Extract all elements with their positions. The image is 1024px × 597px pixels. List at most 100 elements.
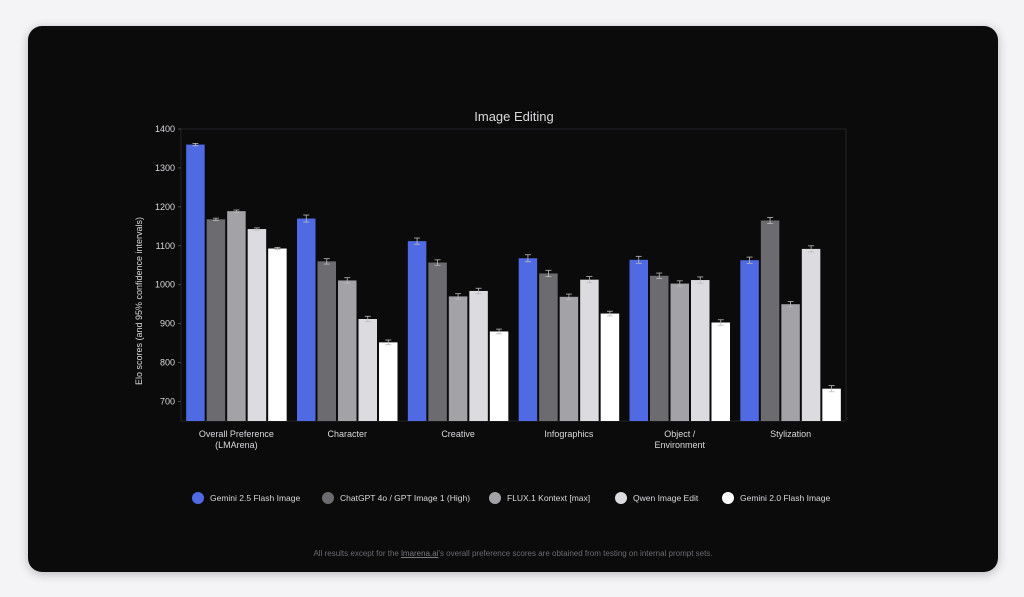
bar (297, 218, 316, 421)
error-bar (192, 143, 199, 147)
bar (469, 290, 488, 421)
y-tick-label: 900 (160, 319, 175, 329)
error-bar (253, 227, 260, 231)
legend-label: FLUX.1 Kontext [max] (507, 493, 590, 503)
presentation-slide: Image Editing Elo scores (and 95% confid… (28, 26, 998, 572)
bar (781, 304, 800, 421)
footnote-suffix: 's overall preference scores are obtaine… (438, 549, 713, 558)
bar (338, 280, 357, 421)
error-bar (323, 258, 330, 265)
bar (428, 262, 447, 421)
legend-label: Gemini 2.5 Flash Image (210, 493, 301, 503)
error-bar (545, 269, 552, 277)
bar (691, 280, 710, 421)
error-bar (212, 217, 219, 221)
legend-swatch (489, 492, 501, 504)
plot-area: 700 800 900 1000 1100 1200 1300 1400 Overall Pre… (155, 124, 847, 450)
bar (518, 258, 538, 421)
bar (407, 241, 427, 421)
chart-title: Image Editing (474, 109, 554, 124)
legend-item: Gemini 2.0 Flash Image (722, 492, 831, 504)
error-bar (565, 293, 572, 300)
error-bar (344, 277, 351, 284)
bar (711, 322, 730, 421)
error-bar (606, 310, 613, 317)
error-bar (717, 319, 724, 326)
x-tick-label: (LMArena) (215, 440, 258, 450)
x-tick-label: Object / (664, 429, 696, 439)
error-bar (414, 237, 421, 245)
bar (740, 260, 759, 421)
error-bar (434, 259, 441, 266)
error-bar (455, 293, 462, 300)
bar (822, 388, 841, 421)
x-tick-label: Environment (654, 440, 705, 450)
error-bar (586, 276, 593, 284)
bar (186, 144, 205, 421)
error-bar (656, 272, 663, 279)
y-tick-label: 1000 (155, 280, 175, 290)
bar (268, 248, 287, 421)
bar (247, 229, 267, 421)
error-bar (808, 245, 815, 253)
legend-swatch (615, 492, 627, 504)
elo-bar-chart: Image Editing Elo scores (and 95% confid… (134, 109, 847, 504)
legend-swatch (192, 492, 204, 504)
bar (358, 318, 377, 421)
bar (629, 259, 648, 421)
error-bar (364, 315, 371, 323)
legend-item: FLUX.1 Kontext [max] (489, 492, 590, 504)
bar (760, 220, 780, 421)
y-tick-label: 1400 (155, 124, 175, 134)
error-bar (828, 385, 835, 393)
footnote-prefix: All results except for the (313, 549, 402, 558)
x-tick-label: Creative (441, 429, 475, 439)
lmarena-link[interactable]: lmarena.ai (401, 549, 439, 558)
error-bar (787, 301, 794, 308)
legend-label: Qwen Image Edit (633, 493, 699, 503)
error-bar (697, 276, 704, 284)
error-bar (274, 246, 281, 251)
x-tick-label: Stylization (770, 429, 811, 439)
y-axis-label: Elo scores (and 95% confidence intervals… (134, 217, 144, 385)
plot-frame (180, 128, 847, 422)
bar (670, 283, 689, 421)
error-bar (385, 339, 392, 346)
error-bar (767, 216, 774, 225)
bar-group (629, 255, 730, 421)
bar (650, 275, 669, 421)
error-bar (635, 255, 642, 264)
bar (317, 261, 336, 421)
legend-item: ChatGPT 4o / GPT Image 1 (High) (322, 492, 470, 504)
bar (206, 219, 226, 421)
error-bar (496, 328, 503, 335)
bar (801, 248, 821, 421)
bar (489, 331, 509, 421)
error-bar (303, 214, 310, 223)
bar-group (518, 254, 620, 421)
chart-legend: Gemini 2.5 Flash Image ChatGPT 4o / GPT I… (192, 492, 831, 504)
bar (227, 211, 246, 421)
x-tick-label: Character (327, 429, 367, 439)
bar (559, 296, 579, 421)
footnote: All results except for the lmarena.ai's … (28, 549, 998, 558)
error-bar (676, 280, 683, 287)
x-tick-label: Overall Preference (199, 429, 274, 439)
error-bar (475, 287, 482, 295)
error-bar (746, 256, 753, 264)
y-tick-label: 700 (160, 397, 175, 407)
bar-group (186, 143, 287, 421)
error-bar (524, 254, 531, 263)
legend-swatch (322, 492, 334, 504)
y-tick-label: 800 (160, 358, 175, 368)
legend-swatch (722, 492, 734, 504)
bar (379, 342, 398, 421)
y-tick-label: 1200 (155, 202, 175, 212)
error-bar (233, 209, 240, 213)
legend-label: ChatGPT 4o / GPT Image 1 (High) (340, 493, 470, 503)
bar (448, 296, 468, 421)
bar-group (407, 237, 509, 421)
legend-label: Gemini 2.0 Flash Image (740, 493, 831, 503)
bar (539, 273, 558, 421)
legend-item: Qwen Image Edit (615, 492, 699, 504)
